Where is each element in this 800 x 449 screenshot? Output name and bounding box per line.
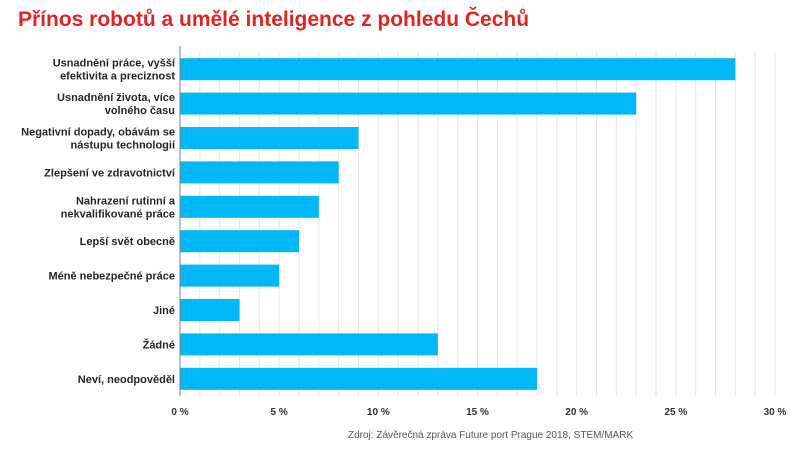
x-tick-label: 20 % [565, 407, 588, 418]
category-label: Zlepšení ve zdravotnictví [44, 167, 176, 179]
x-tick-label: 30 % [764, 407, 787, 418]
bar [180, 92, 637, 115]
x-tick-label: 0 % [171, 407, 188, 418]
x-tick-label: 25 % [664, 407, 687, 418]
category-label: Nahrazení rutinní a nekvalifikované práce [61, 195, 176, 220]
category-label: Méně nebezpečné práce [48, 271, 175, 283]
category-labels: Usnadnění práce, vyšší efektivita a preci… [21, 58, 176, 386]
source-note: Zdroj: Závěrečná zpráva Future port Prag… [348, 430, 634, 441]
category-label: Lepší svět obecně [80, 236, 175, 248]
bars [180, 58, 736, 390]
bar [180, 264, 280, 287]
bar [180, 161, 339, 184]
bar [180, 127, 359, 149]
x-tick-label: 5 % [271, 407, 288, 418]
chart-title: Přínos robotů a umělé inteligence z pohl… [18, 8, 530, 31]
bar [180, 367, 537, 390]
bar [180, 299, 240, 321]
bar [180, 333, 438, 356]
category-label: Usnadnění práce, vyšší efektivita a preci… [53, 58, 176, 83]
x-tick-label: 15 % [466, 407, 489, 418]
bar [180, 195, 319, 218]
category-label: Negativní dopady, obávám se nástupu techn… [21, 127, 176, 152]
category-label: Jiné [153, 305, 175, 317]
x-tick-label: 10 % [367, 407, 390, 418]
category-label: Žádné [143, 338, 175, 351]
bar [180, 58, 736, 81]
x-tick-labels: 0 % 5 % 10 % 15 % 20 % 25 % 30 % [171, 407, 786, 418]
category-label: Neví, neodpověděl [78, 374, 175, 386]
category-label: Usnadnění života, více volného času [57, 92, 175, 117]
bar [180, 230, 299, 253]
